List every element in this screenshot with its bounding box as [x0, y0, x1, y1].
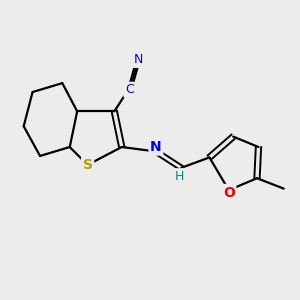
Text: H: H — [175, 170, 184, 183]
Text: O: O — [223, 185, 235, 200]
Text: N: N — [134, 53, 143, 66]
Text: S: S — [82, 158, 93, 172]
Text: N: N — [150, 140, 162, 154]
Text: C: C — [125, 83, 134, 96]
